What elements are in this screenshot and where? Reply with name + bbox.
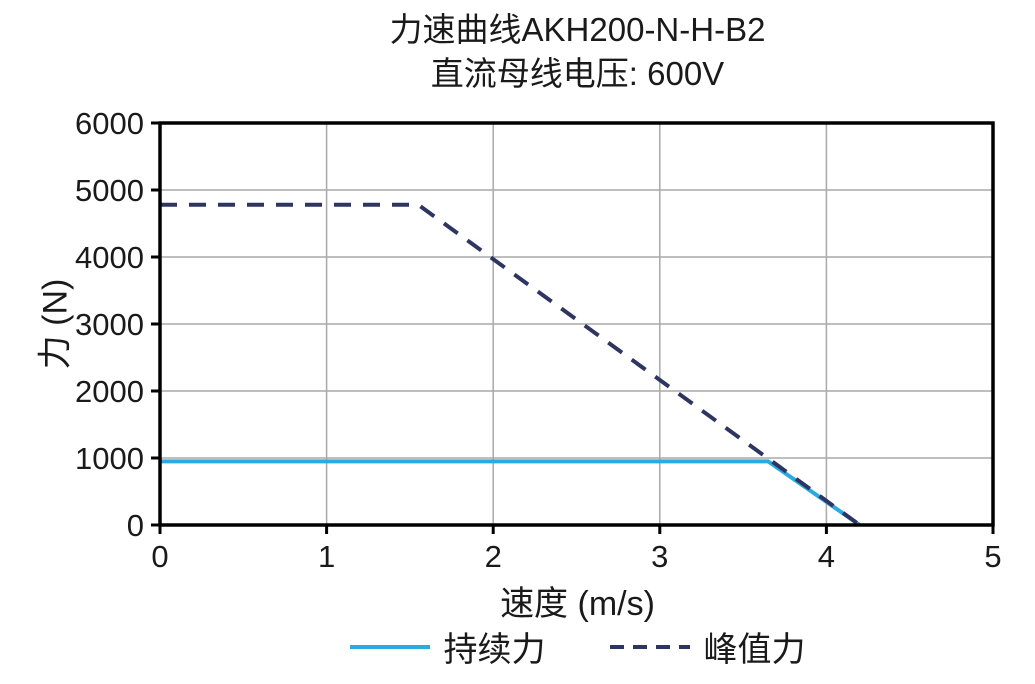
legend-item-peak-force: 峰值力 bbox=[609, 622, 806, 671]
x-tick-label: 1 bbox=[318, 539, 335, 574]
legend-item-continuous-force: 持续力 bbox=[349, 622, 546, 671]
x-tick-label: 0 bbox=[151, 539, 168, 574]
y-axis-label: 力 (N) bbox=[36, 278, 75, 370]
chart-title-line1: 力速曲线AKH200-N-H-B2 bbox=[389, 11, 766, 48]
chart-legend: 持续力 峰值力 bbox=[160, 622, 995, 671]
y-tick-label: 0 bbox=[127, 508, 144, 543]
gridlines bbox=[160, 123, 993, 525]
legend-label-continuous-force: 持续力 bbox=[443, 631, 546, 669]
peak-force-line-sample bbox=[609, 644, 690, 649]
y-tick-label: 3000 bbox=[75, 307, 144, 342]
y-tick-label: 2000 bbox=[75, 374, 144, 409]
x-tick-label: 4 bbox=[818, 539, 835, 574]
continuous-force-line-sample bbox=[349, 644, 430, 649]
series-line-0 bbox=[160, 459, 861, 527]
y-tick-label: 6000 bbox=[75, 106, 144, 141]
x-tick-label: 2 bbox=[485, 539, 502, 574]
y-tick-label: 1000 bbox=[75, 441, 144, 476]
y-tick-label: 4000 bbox=[75, 240, 144, 275]
y-tick-label: 5000 bbox=[75, 173, 144, 208]
x-tick-label: 3 bbox=[651, 539, 668, 574]
legend-label-peak-force: 峰值力 bbox=[703, 631, 806, 669]
chart-title: 力速曲线AKH200-N-H-B2 直流母线电压: 600V bbox=[160, 8, 995, 95]
axis-ticks bbox=[151, 121, 995, 534]
x-tick-label: 5 bbox=[984, 539, 1001, 574]
series-lines bbox=[160, 202, 861, 527]
tick-labels: 0 1 2 3 4 5 0 1000 2000 3000 4000 5000 6000 bbox=[75, 106, 1002, 574]
x-axis-label: 速度 (m/s) bbox=[500, 585, 655, 623]
series-line-1 bbox=[160, 202, 861, 527]
chart-title-line2: 直流母线电压: 600V bbox=[430, 54, 725, 92]
